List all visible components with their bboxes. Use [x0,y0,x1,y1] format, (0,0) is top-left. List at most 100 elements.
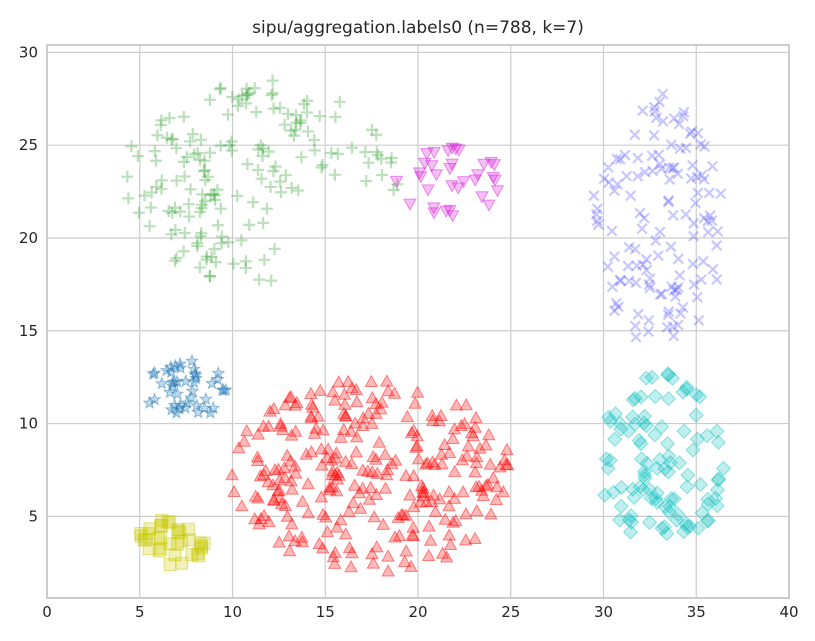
point-cluster-0 [159,363,174,377]
point-cluster-4 [665,139,677,151]
point-cluster-4 [685,172,697,185]
point-cluster-2 [203,93,216,106]
point-cluster-4 [636,223,648,235]
point-cluster-1 [435,546,450,559]
point-cluster-1 [388,453,403,466]
point-cluster-1 [438,512,453,525]
point-cluster-4 [653,96,666,108]
point-cluster-1 [267,493,282,506]
point-cluster-4 [688,279,700,291]
point-cluster-5 [632,479,648,495]
point-cluster-1 [363,480,378,493]
point-cluster-1 [379,374,394,387]
point-cluster-2 [131,150,144,163]
point-cluster-5 [600,409,617,425]
point-cluster-1 [404,559,418,572]
point-cluster-1 [311,409,326,422]
point-cluster-2 [148,145,161,158]
point-cluster-1 [472,479,486,492]
point-cluster-1 [307,426,322,439]
point-cluster-5 [660,464,677,480]
point-cluster-1 [338,408,353,422]
point-cluster-1 [416,481,431,494]
point-cluster-4 [656,288,668,300]
point-cluster-5 [636,463,653,480]
point-cluster-4 [646,150,658,162]
point-cluster-5 [627,390,643,407]
point-cluster-5 [647,388,663,405]
point-cluster-6 [151,532,165,545]
point-cluster-1 [396,507,411,521]
point-cluster-1 [356,410,371,424]
point-cluster-1 [288,459,302,472]
point-cluster-4 [588,190,600,202]
point-cluster-5 [626,489,642,506]
point-cluster-1 [499,457,513,471]
point-cluster-2 [169,223,182,236]
point-cluster-0 [147,365,162,380]
point-cluster-5 [613,498,629,514]
point-cluster-2 [200,253,213,266]
point-cluster-4 [698,212,710,224]
point-cluster-0 [142,395,157,410]
point-cluster-1 [460,449,474,462]
point-cluster-4 [611,178,624,190]
point-cluster-1 [380,462,395,475]
point-cluster-2 [180,151,193,164]
point-cluster-5 [679,479,695,495]
point-cluster-1 [256,467,271,481]
x-tick-label: 0 [42,603,52,621]
point-cluster-1 [456,484,470,498]
point-cluster-5 [602,452,618,469]
point-cluster-0 [162,385,177,399]
point-cluster-3 [451,182,466,195]
point-cluster-1 [473,441,487,454]
point-cluster-5 [688,407,704,423]
point-cluster-5 [656,519,673,535]
point-cluster-2 [194,153,207,166]
point-cluster-1 [455,452,470,466]
point-cluster-5 [685,442,701,458]
point-cluster-0 [186,374,201,389]
point-cluster-2 [177,245,190,258]
point-cluster-1 [369,540,384,553]
point-cluster-3 [470,169,485,182]
point-cluster-0 [216,382,231,397]
point-cluster-2 [184,183,197,196]
point-cluster-2 [301,106,314,119]
x-tick-label: 10 [223,603,242,621]
point-cluster-1 [394,507,409,521]
point-cluster-0 [215,382,230,397]
point-cluster-5 [700,491,716,507]
point-cluster-6 [154,542,168,556]
point-cluster-4 [691,171,703,183]
point-cluster-3 [443,163,457,176]
point-cluster-1 [304,397,319,410]
point-cluster-4 [603,176,615,188]
point-cluster-1 [355,481,370,494]
point-cluster-1 [322,482,337,496]
point-cluster-2 [281,107,294,120]
point-cluster-0 [165,375,180,389]
point-cluster-1 [414,478,429,492]
point-cluster-2 [333,95,346,108]
point-cluster-1 [365,465,380,478]
point-cluster-5 [692,476,709,493]
point-cluster-2 [208,189,221,202]
point-cluster-1 [277,460,292,474]
point-cluster-2 [170,252,183,265]
point-cluster-1 [432,414,447,427]
point-cluster-6 [171,537,185,551]
point-cluster-1 [285,482,299,495]
point-cluster-0 [167,374,182,389]
point-cluster-1 [458,533,473,546]
point-cluster-4 [668,162,680,174]
point-cluster-1 [469,479,483,493]
point-cluster-4 [643,279,655,291]
point-cluster-1 [344,559,358,573]
point-cluster-1 [442,498,456,512]
point-cluster-2 [233,93,246,106]
point-cluster-4 [666,281,678,293]
point-cluster-5 [678,381,695,397]
point-cluster-1 [500,457,515,471]
